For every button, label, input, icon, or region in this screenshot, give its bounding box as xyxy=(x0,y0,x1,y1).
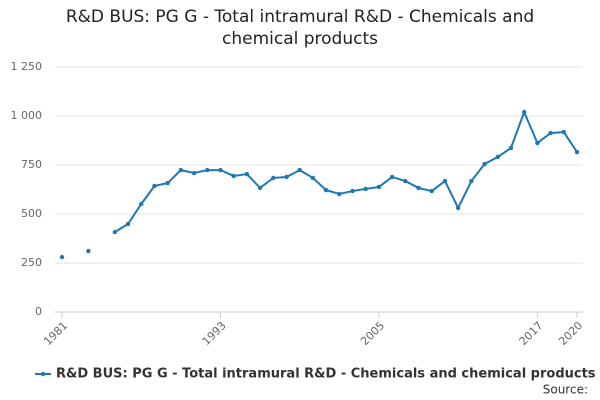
point xyxy=(284,174,289,180)
point xyxy=(139,201,144,207)
point xyxy=(125,221,131,227)
point xyxy=(521,109,527,115)
series-line xyxy=(114,109,578,233)
point xyxy=(442,178,448,184)
point xyxy=(416,185,421,191)
point xyxy=(389,174,395,180)
point xyxy=(231,173,236,179)
point xyxy=(218,167,223,173)
point xyxy=(350,188,355,194)
x-tick-label: 2005 xyxy=(358,319,387,348)
x-tick-label: 1981 xyxy=(41,319,70,348)
chart-title: R&D BUS: PG G - Total intramural R&D - C… xyxy=(65,7,535,49)
y-tick-label: 750 xyxy=(21,158,42,171)
point xyxy=(323,187,329,193)
point xyxy=(112,229,118,235)
point xyxy=(574,149,580,155)
point xyxy=(205,167,210,173)
x-tick-label: 1993 xyxy=(200,319,229,348)
point xyxy=(482,161,487,167)
point xyxy=(297,167,302,173)
y-tick-label: 0 xyxy=(35,305,42,318)
x-tick-label: 2017 xyxy=(517,319,546,348)
point xyxy=(152,183,157,189)
point xyxy=(403,178,408,184)
point xyxy=(271,175,276,181)
point xyxy=(86,248,91,254)
point xyxy=(191,170,197,176)
point xyxy=(561,129,566,135)
point xyxy=(337,191,342,197)
y-tick-label: 1 000 xyxy=(11,109,43,122)
point xyxy=(508,145,514,151)
source: Source: xyxy=(543,383,588,397)
point xyxy=(257,185,263,191)
y-tick-label: 500 xyxy=(21,207,42,220)
point xyxy=(310,175,316,181)
point xyxy=(548,130,553,136)
point xyxy=(178,167,184,173)
legend-marker xyxy=(40,371,46,377)
point xyxy=(165,180,170,186)
y-tick-label: 250 xyxy=(21,256,42,269)
y-tick-label: 1 250 xyxy=(11,60,43,73)
point xyxy=(495,154,500,160)
point xyxy=(535,140,540,146)
point xyxy=(469,178,474,184)
x-tick-label: 2020 xyxy=(556,319,585,348)
point xyxy=(455,205,461,211)
point xyxy=(376,184,382,190)
point xyxy=(429,188,434,194)
point xyxy=(244,171,250,177)
point xyxy=(363,186,368,192)
point xyxy=(59,254,65,260)
legend-label: R&D BUS: PG G - Total intramural R&D - C… xyxy=(56,367,596,382)
